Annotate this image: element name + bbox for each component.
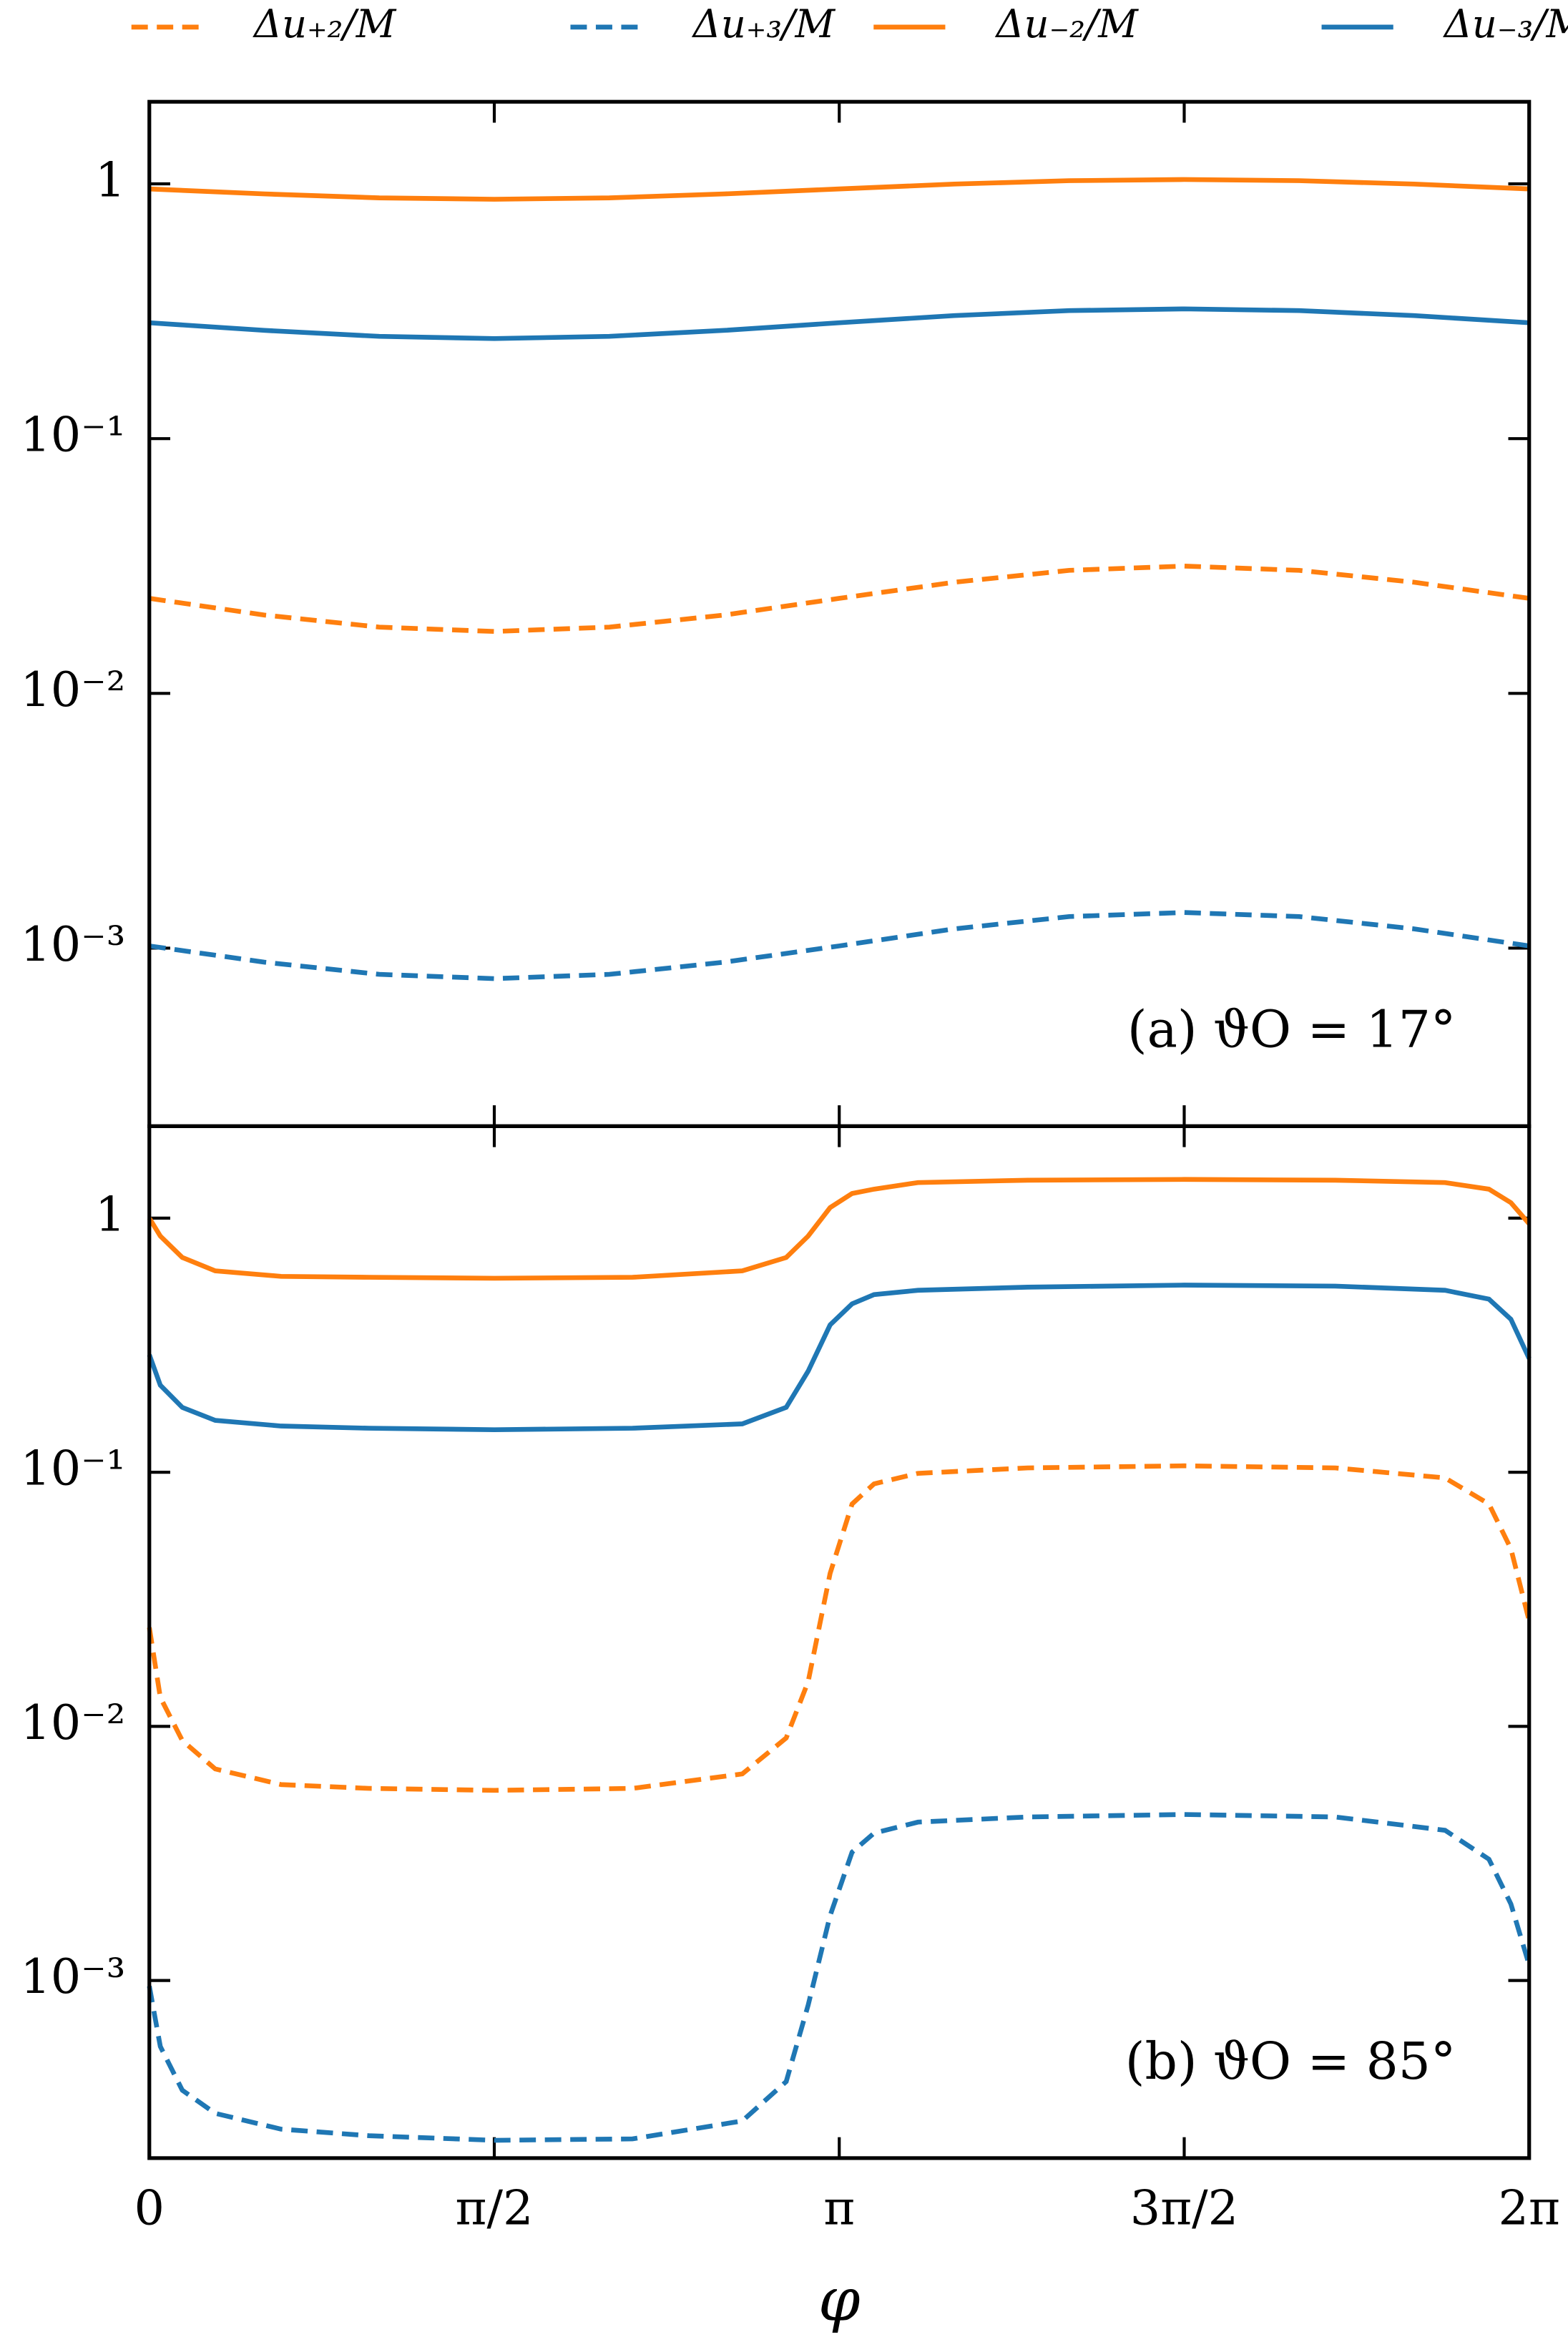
y-tick-label: 10⁻² (20, 1695, 125, 1750)
annotation: (b) ϑO = 85° (1125, 2032, 1456, 2091)
data-line (149, 306, 1529, 341)
x-tick-label: 0 (134, 2180, 165, 2236)
y-tick-label: 10⁻³ (20, 1949, 125, 2004)
y-tick-label: 10⁻¹ (20, 407, 125, 463)
x-tick-label: π (823, 2180, 855, 2236)
data-line (147, 1463, 1532, 1793)
legend-label: Δu₊₃/M (692, 1, 836, 46)
legend-label: Δu₋₃/M (1443, 1, 1568, 46)
legend-label: Δu₋₂/M (994, 1, 1139, 46)
y-tick-label: 1 (95, 1186, 126, 1242)
y-tick-label: 10⁻³ (20, 916, 125, 972)
x-tick-label: π/2 (456, 2180, 534, 2236)
y-tick-label: 10⁻² (20, 662, 125, 717)
data-line (147, 1283, 1532, 1433)
x-axis-label: φ (818, 2265, 861, 2335)
legend-label: Δu₊₂/M (253, 1, 397, 46)
y-tick-label: 10⁻¹ (20, 1441, 125, 1496)
axes-frame (147, 1124, 1532, 2160)
x-tick-label: 2π (1499, 2180, 1560, 2236)
data-line (149, 910, 1530, 981)
data-line (149, 177, 1529, 202)
data-line (147, 1812, 1532, 2143)
data-line (147, 1177, 1532, 1281)
annotation: (a) ϑO = 17° (1127, 999, 1456, 1059)
x-tick-label: 3π/2 (1130, 2180, 1238, 2236)
data-line (149, 564, 1530, 635)
y-tick-label: 1 (95, 152, 126, 208)
